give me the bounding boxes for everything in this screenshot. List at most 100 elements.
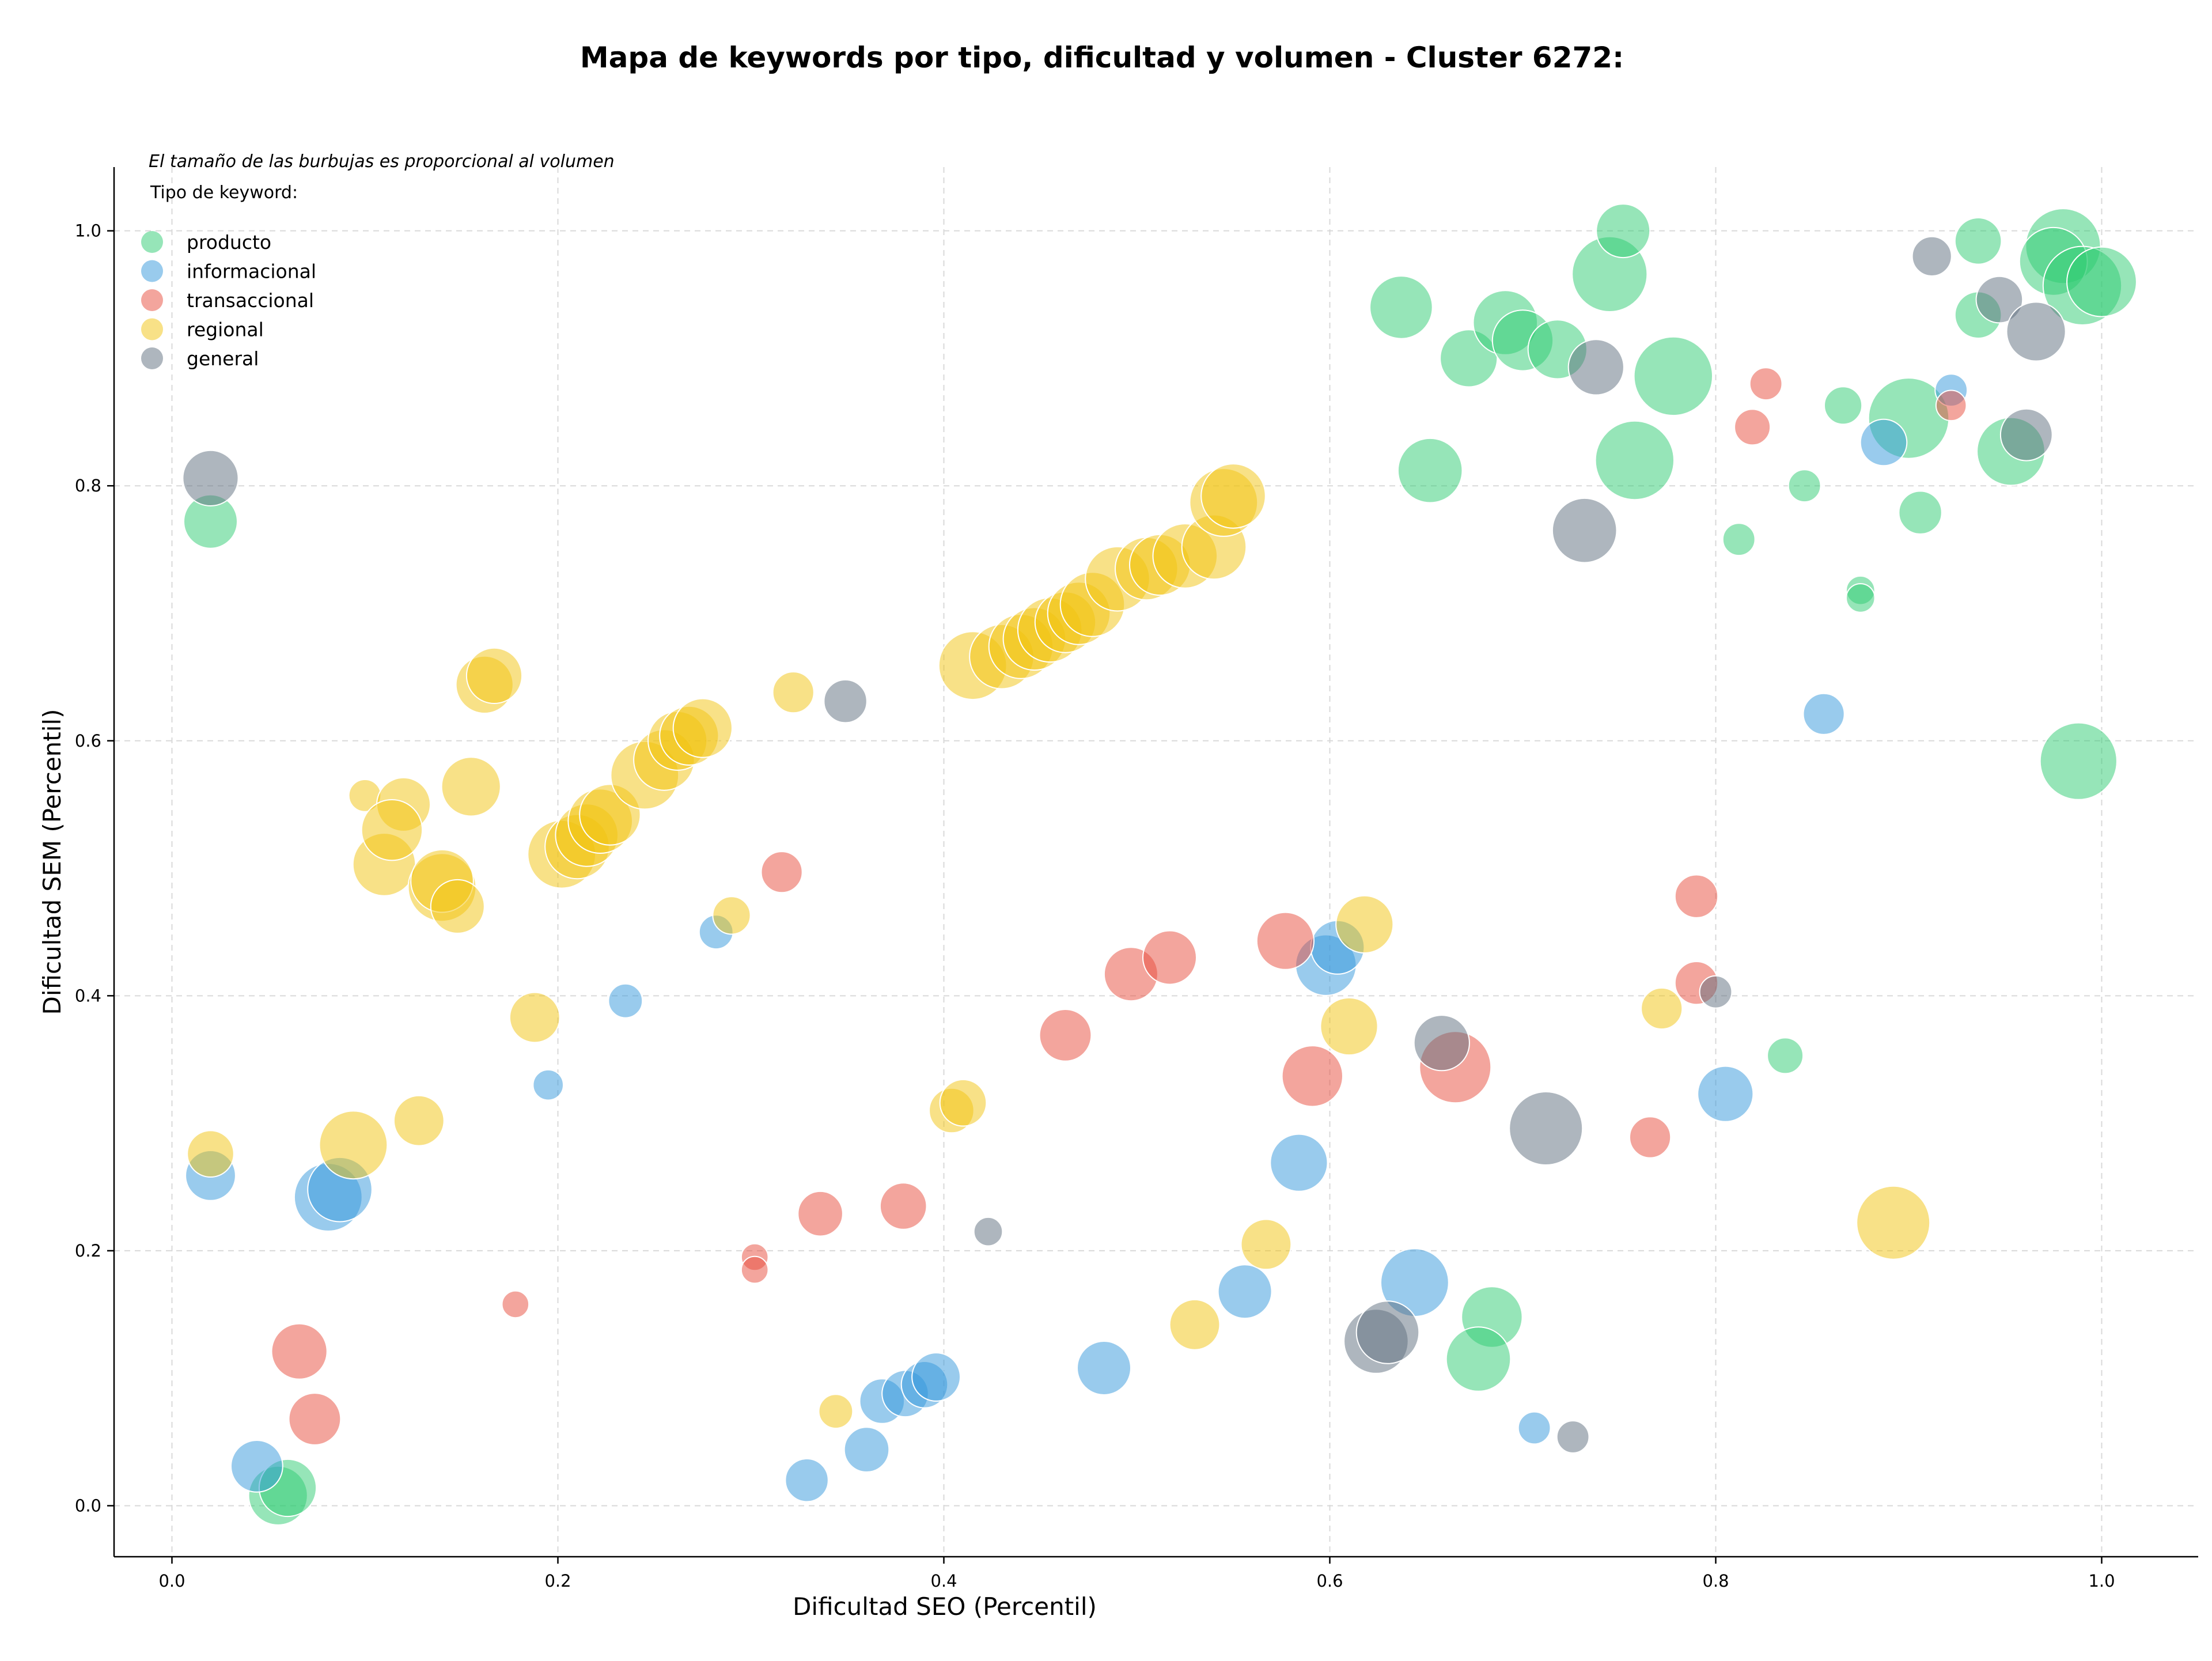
- legend: El tamaño de las burbujas es proporciona…: [141, 152, 615, 370]
- data-point-transaccional: [879, 1182, 927, 1230]
- data-point-transaccional: [740, 1255, 769, 1284]
- data-point-regional: [187, 1130, 234, 1178]
- data-point-general: [1699, 975, 1733, 1009]
- y-tick-label: 0.2: [75, 1241, 101, 1261]
- chart-title: Mapa de keywords por tipo, dificultad y …: [580, 41, 1624, 74]
- series-general: [182, 236, 2066, 1454]
- data-point-general: [1355, 1300, 1420, 1364]
- data-point-regional: [772, 671, 815, 714]
- data-point-general: [2006, 301, 2066, 362]
- data-point-general: [182, 449, 239, 507]
- data-point-producto: [1722, 523, 1756, 557]
- data-point-regional: [465, 647, 523, 705]
- data-point-general: [823, 679, 868, 724]
- data-point-producto: [1596, 203, 1651, 259]
- data-point-informacional: [843, 1427, 890, 1473]
- data-point-transaccional: [288, 1393, 342, 1446]
- y-tick-label: 0.0: [75, 1496, 101, 1515]
- data-point-general: [973, 1216, 1003, 1247]
- data-point-regional: [1320, 997, 1378, 1056]
- legend-marker-informacional: [141, 260, 163, 282]
- data-point-transaccional: [1749, 367, 1783, 401]
- data-point-transaccional: [1629, 1116, 1672, 1159]
- data-point-informacional: [230, 1440, 283, 1493]
- data-point-transaccional: [1281, 1045, 1344, 1107]
- data-point-regional: [818, 1394, 854, 1429]
- x-axis-label: Dificultad SEO (Percentil): [793, 1592, 1097, 1621]
- y-tick-label: 0.4: [75, 986, 101, 1005]
- data-point-general: [1556, 1420, 1590, 1454]
- data-point-informacional: [1802, 693, 1845, 735]
- size-note: El tamaño de las burbujas es proporciona…: [149, 152, 615, 172]
- legend-marker-regional: [141, 318, 163, 340]
- data-point-general: [1567, 339, 1624, 396]
- data-point-regional: [430, 879, 485, 934]
- x-tick-label: 1.0: [2088, 1571, 2115, 1591]
- x-tick-label: 0.0: [158, 1571, 185, 1591]
- data-point-transaccional: [501, 1290, 530, 1319]
- ticks: 0.0 0.2 0.4 0.6 0.8 1.0 0.0 0.2 0.4 0.6 0.8 1.0: [75, 221, 2115, 1591]
- data-point-informacional: [532, 1069, 565, 1101]
- data-point-informacional: [911, 1352, 961, 1402]
- x-tick-label: 0.4: [930, 1571, 957, 1591]
- legend-label-transaccional: transaccional: [187, 289, 314, 312]
- data-point-informacional: [785, 1458, 829, 1503]
- data-point-regional: [1169, 1299, 1221, 1350]
- legend-marker-producto: [141, 231, 163, 253]
- x-tick-label: 0.6: [1316, 1571, 1343, 1591]
- data-point-regional: [509, 992, 560, 1043]
- data-point-regional: [393, 1095, 445, 1147]
- data-point-regional: [1335, 895, 1394, 954]
- legend-marker-transaccional: [141, 289, 163, 311]
- data-point-transaccional: [1935, 389, 1967, 422]
- data-point-informacional: [1270, 1133, 1328, 1192]
- data-point-regional: [361, 799, 423, 861]
- data-point-producto: [1633, 336, 1714, 417]
- legend-label-producto: producto: [187, 231, 271, 253]
- data-point-regional: [1641, 987, 1683, 1030]
- data-point-regional: [1200, 463, 1266, 529]
- data-point-regional: [1240, 1219, 1292, 1270]
- series-informacional: [185, 373, 1968, 1503]
- bubbles: [182, 203, 2137, 1526]
- series-producto: [183, 203, 2137, 1526]
- legend-label-regional: regional: [187, 319, 264, 341]
- x-tick-label: 0.2: [544, 1571, 571, 1591]
- legend-items: producto informacional transaccional region…: [141, 231, 316, 370]
- data-point-transaccional: [1039, 1009, 1092, 1062]
- data-point-general: [1999, 408, 2053, 461]
- data-point-transaccional: [1256, 911, 1315, 970]
- data-point-producto: [2066, 246, 2137, 317]
- y-tick-label: 0.6: [75, 731, 101, 751]
- data-point-transaccional: [760, 851, 803, 894]
- data-point-regional: [319, 1110, 388, 1180]
- y-tick-label: 1.0: [75, 221, 101, 241]
- data-point-informacional: [1697, 1065, 1754, 1122]
- x-tick-label: 0.8: [1702, 1571, 1729, 1591]
- data-point-transaccional: [1734, 408, 1771, 446]
- data-point-transaccional: [271, 1323, 328, 1380]
- legend-label-general: general: [187, 347, 259, 370]
- data-point-transaccional: [1674, 874, 1719, 918]
- data-point-regional: [441, 756, 501, 817]
- data-point-general: [1975, 275, 2024, 324]
- axes: [113, 167, 2198, 1558]
- data-point-producto: [1824, 386, 1863, 425]
- legend-title: Tipo de keyword:: [150, 183, 298, 203]
- data-point-informacional: [1517, 1411, 1551, 1445]
- data-point-general: [1413, 1015, 1470, 1072]
- data-point-producto: [1445, 1326, 1512, 1392]
- data-point-producto: [1767, 1037, 1804, 1074]
- data-point-producto: [1954, 217, 2002, 265]
- data-point-transaccional: [797, 1190, 843, 1237]
- data-point-producto: [1594, 420, 1675, 501]
- y-tick-label: 0.8: [75, 476, 101, 495]
- y-axis-label: Dificultad SEM (Percentil): [38, 709, 66, 1015]
- data-point-general: [1509, 1091, 1584, 1166]
- data-point-regional: [712, 896, 751, 935]
- data-point-producto: [2039, 722, 2118, 800]
- series-transaccional: [271, 367, 1967, 1446]
- series-regional: [187, 463, 1931, 1429]
- data-point-regional: [939, 1079, 987, 1127]
